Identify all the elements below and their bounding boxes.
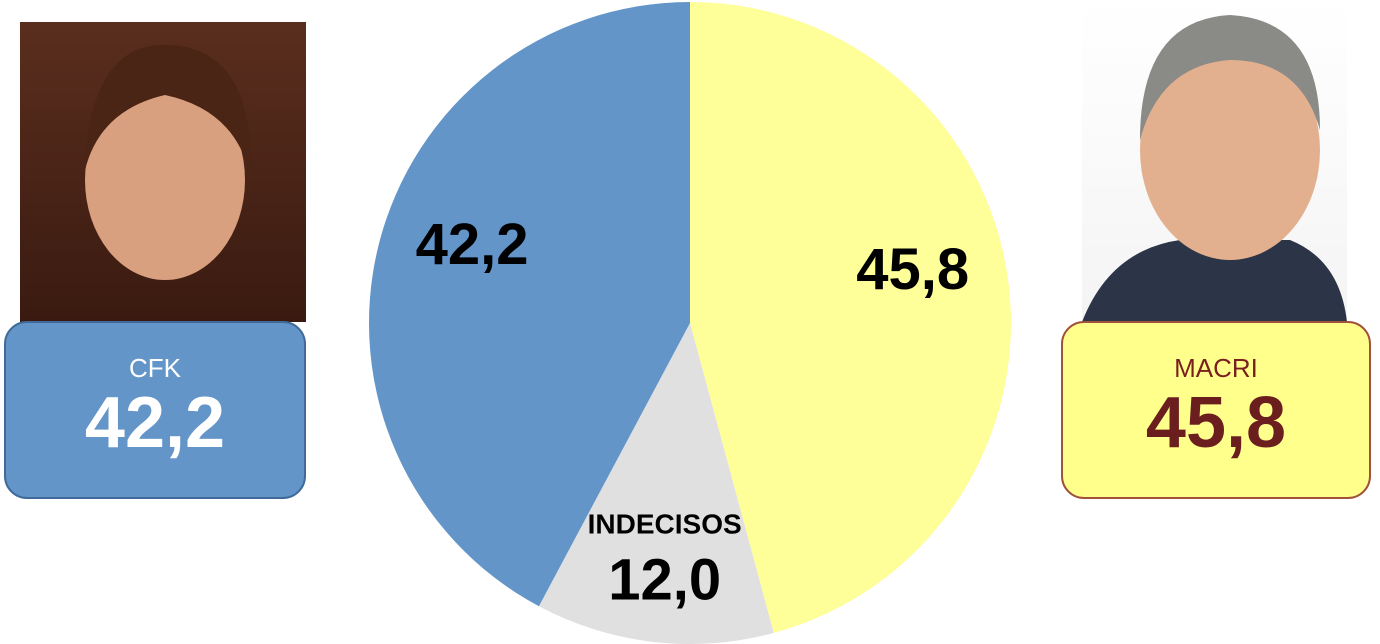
panel-macri: MACRI 45,8 [1062,322,1370,498]
slice-value: 45,8 [856,237,969,302]
slice-value: 42,2 [416,212,529,277]
panel-label: MACRI [1174,353,1258,383]
chart: CFK 42,2 MACRI 45,8 45,8 INDECISOS 12,0 42,… [0,0,1380,644]
panel-label: CFK [129,353,182,383]
panel-cfk: CFK 42,2 [5,322,305,498]
page: CFK 42,2 MACRI 45,8 45,8 INDECISOS 12,0 42,… [0,0,1380,644]
photo-macri [1082,0,1347,322]
panel-value: 42,2 [85,383,225,463]
slice-label: INDECISOS [588,509,742,540]
slice-value: 12,0 [608,548,721,613]
photo-cfk [20,22,306,322]
pie: 45,8 INDECISOS 12,0 42,2 [369,2,1011,644]
panel-value: 45,8 [1146,383,1286,463]
